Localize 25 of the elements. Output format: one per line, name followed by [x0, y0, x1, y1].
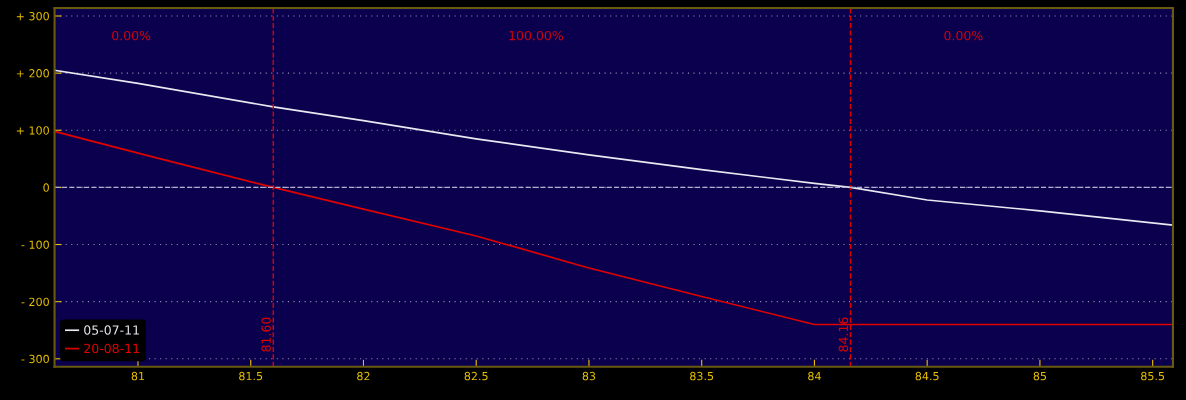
- x-tick-label: 84: [808, 371, 821, 381]
- x-tick-label: 82.5: [464, 371, 488, 381]
- y-tick-label: 0: [43, 183, 49, 192]
- y-tick-label: + 200: [16, 69, 49, 78]
- x-tick-label: 85: [1033, 371, 1047, 381]
- ref-line-label: 81.60: [261, 317, 271, 352]
- x-tick-label: 83: [582, 371, 596, 381]
- y-tick-label: - 100: [21, 240, 49, 249]
- x-tick-label: 81: [131, 371, 145, 381]
- legend-label: 20-08-11: [84, 343, 139, 354]
- x-tick-label: 83.5: [690, 371, 714, 381]
- x-tick-label: 81.5: [239, 371, 263, 381]
- line-series: [54, 69, 1173, 226]
- y-tick-label: - 200: [21, 297, 49, 307]
- ref-line-label: 84.16: [838, 317, 849, 352]
- annotation: 100.00%: [509, 30, 564, 41]
- y-tick-label: + 100: [16, 126, 49, 135]
- x-tick-label: 82: [357, 371, 370, 381]
- annotation: 0.00%: [944, 30, 983, 41]
- legend-label: 05-07-11: [84, 325, 139, 335]
- y-tick-label: - 300: [21, 354, 49, 364]
- x-tick-label: 84.5: [915, 371, 939, 381]
- y-tick-label: + 300: [16, 11, 49, 21]
- annotation: 0.00%: [112, 30, 151, 41]
- x-tick-label: 85.5: [1141, 371, 1165, 381]
